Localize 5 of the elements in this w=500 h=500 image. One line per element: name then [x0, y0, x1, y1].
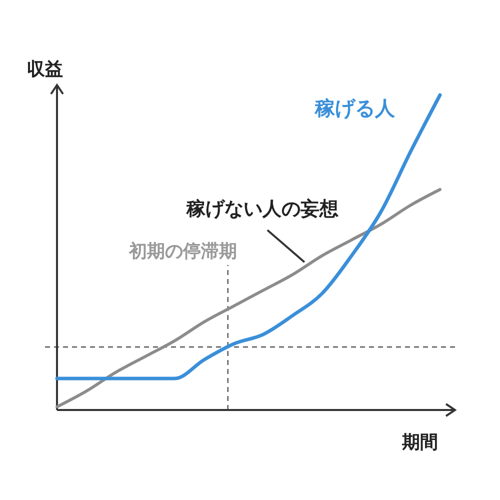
- series-label: 稼げない人の妄想: [185, 198, 338, 220]
- y-axis-title: 収益: [27, 59, 63, 80]
- x-axis-title: 期間: [401, 432, 438, 453]
- annotation: 初期の停滞期: [128, 241, 237, 262]
- series-label: 稼げる人: [314, 96, 396, 120]
